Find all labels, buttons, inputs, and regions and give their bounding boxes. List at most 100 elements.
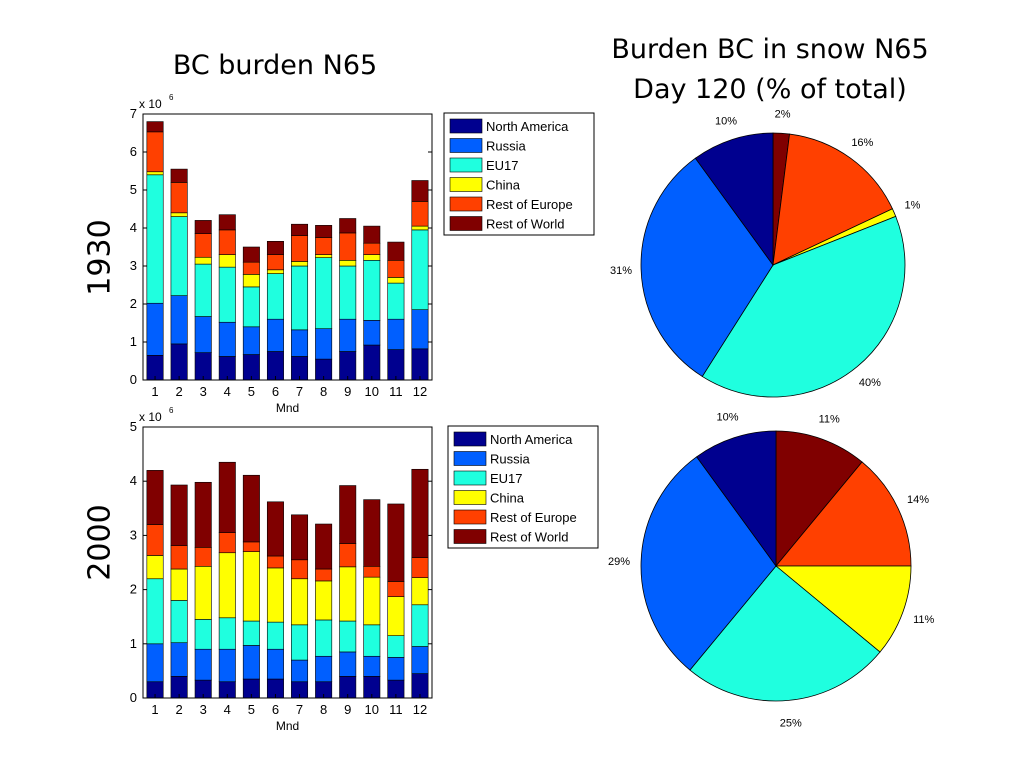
bar-1930-9-rest-of-europe [339, 232, 357, 261]
bar-1930-11-rest-of-europe [387, 259, 405, 278]
bar-2000-10-rest-of-world [363, 499, 381, 567]
pie-label-1930-north-america: 10% [715, 115, 737, 127]
bar-1930-8-russia [315, 328, 333, 360]
bar-1930-3-china [194, 256, 212, 265]
legend-label-rest-of-world: Rest of World [486, 217, 565, 232]
bar-1930-3-rest-of-world [194, 220, 212, 234]
bar-1930-7-russia [291, 329, 309, 357]
x-tick-label: 10 [365, 384, 379, 399]
bar-2000-10-russia [363, 655, 381, 677]
pie-slice-1930-north-america [694, 132, 774, 267]
bar-1930-3-rest-of-europe [194, 233, 212, 258]
y-tick-label: 5 [130, 182, 137, 197]
bar-1930-4-china [218, 254, 236, 268]
bar-1930-11-china [387, 277, 405, 284]
pie-chart-1930: 2% 16% 1% 40% 31% 10% [610, 108, 921, 398]
y-tick-label: 7 [130, 106, 137, 121]
x-tick-label: 3 [200, 384, 207, 399]
bar-1930-10-rest-of-world [363, 225, 381, 244]
bar-2000-7-china [291, 578, 309, 626]
bar-1930-7-rest-of-europe [291, 235, 309, 262]
bar-1930-11-russia [387, 318, 405, 350]
legend-label-rest-of-europe: Rest of Europe [486, 197, 573, 212]
pie-slice-2000-north-america [696, 430, 777, 568]
bar-2000-10-rest-of-europe [363, 565, 381, 578]
bar-1930-7-china [291, 261, 309, 267]
bar-1930-6-china [266, 269, 284, 274]
pie-label-2000-rest-of-world: 11% [819, 413, 840, 425]
bar-1930-2-rest-of-europe [170, 182, 188, 214]
y-tick-label: 6 [130, 144, 137, 159]
bar-1930-10-eu17 [363, 259, 381, 321]
bar-1930-12-rest-of-world [411, 180, 429, 202]
y-tick-label: 1 [130, 334, 137, 349]
bar-1930-12-rest-of-europe [411, 201, 429, 227]
bar-1930-8-rest-of-world [315, 225, 333, 238]
pie-slice-1930-russia [640, 157, 774, 378]
bar-1930-12-russia [411, 309, 429, 350]
bar-1930-9-north-america [339, 351, 357, 381]
bar-1930-10-china [363, 254, 381, 261]
right-title-line1: Burden BC in snow N65 [611, 34, 929, 65]
x-tick-label: 2 [176, 384, 183, 399]
bar-1930-11-eu17 [387, 282, 405, 320]
bar-2000-4-rest-of-world [218, 461, 236, 533]
bar-2000-5-eu17 [242, 620, 260, 646]
bar-2000-1-china [146, 555, 164, 580]
bar-1930-2-rest-of-world [170, 168, 188, 183]
x-tick-label: 12 [413, 384, 427, 399]
bar-2000-9-china [339, 566, 357, 622]
bar-2000-12-eu17 [411, 604, 429, 647]
legend-swatch-china [453, 490, 487, 505]
pie-label-1930-russia: 31% [610, 265, 632, 277]
x-tick-label: 7 [296, 384, 303, 399]
bar-1930-9-rest-of-world [339, 218, 357, 234]
bar-1930-6-russia [266, 318, 284, 352]
legend-label-rest-of-world: Rest of World [490, 530, 569, 545]
bar-2000-8-rest-of-world [315, 523, 333, 570]
bar-2000-8-eu17 [315, 619, 333, 657]
y-tick-label: 3 [130, 527, 137, 542]
x-axis-label: Mnd [276, 719, 299, 733]
bar-1930-8-china [315, 254, 333, 258]
legend-box [443, 112, 595, 236]
pie-label-2000-eu17: 25% [780, 717, 802, 729]
bar-2000-8-china [315, 580, 333, 621]
y-exponent: 6 [169, 406, 174, 415]
bar-2000-2-china [170, 568, 188, 601]
x-tick-label: 2 [176, 702, 183, 717]
x-tick-label: 6 [272, 702, 279, 717]
legend-swatch-eu17 [453, 470, 487, 486]
x-tick-label: 5 [248, 702, 255, 717]
bar-1930-1-rest-of-europe [146, 131, 164, 173]
bar-1930-10-north-america [363, 344, 381, 381]
y-exponent-label: x 10 [139, 410, 162, 424]
bar-1930-4-rest-of-europe [218, 229, 236, 255]
plot-frame [142, 426, 433, 699]
bar-2000-6-rest-of-europe [266, 555, 284, 569]
x-tick-label: 4 [224, 384, 231, 399]
bar-2000-4-rest-of-europe [218, 532, 236, 554]
bar-2000-9-russia [339, 651, 357, 677]
bar-1930-5-rest-of-world [242, 246, 260, 263]
x-tick-label: 1 [151, 384, 158, 399]
bar-2000-2-rest-of-world [170, 484, 188, 546]
y-tick-label: 0 [130, 372, 137, 387]
pie-label-2000-rest-of-europe: 14% [907, 494, 929, 506]
bar-1930-3-north-america [194, 352, 212, 381]
x-tick-label: 12 [413, 702, 427, 717]
legend-label-eu17: EU17 [490, 471, 523, 486]
bar-2000-5-china [242, 551, 260, 622]
bar-2000-7-rest-of-europe [291, 559, 309, 580]
bar-1930-9-russia [339, 318, 357, 352]
bar-2000-4-china [218, 552, 236, 619]
bar-2000-9-eu17 [339, 620, 357, 653]
bar-2000-10-eu17 [363, 624, 381, 657]
bar-1930-10-russia [363, 320, 381, 346]
legend-swatch-russia [449, 138, 483, 153]
pie-slice-2000-rest-of-world [775, 430, 863, 568]
bar-2000-2-eu17 [170, 600, 188, 644]
bar-2000-11-russia [387, 657, 405, 681]
bar-1930-6-rest-of-world [266, 241, 284, 255]
